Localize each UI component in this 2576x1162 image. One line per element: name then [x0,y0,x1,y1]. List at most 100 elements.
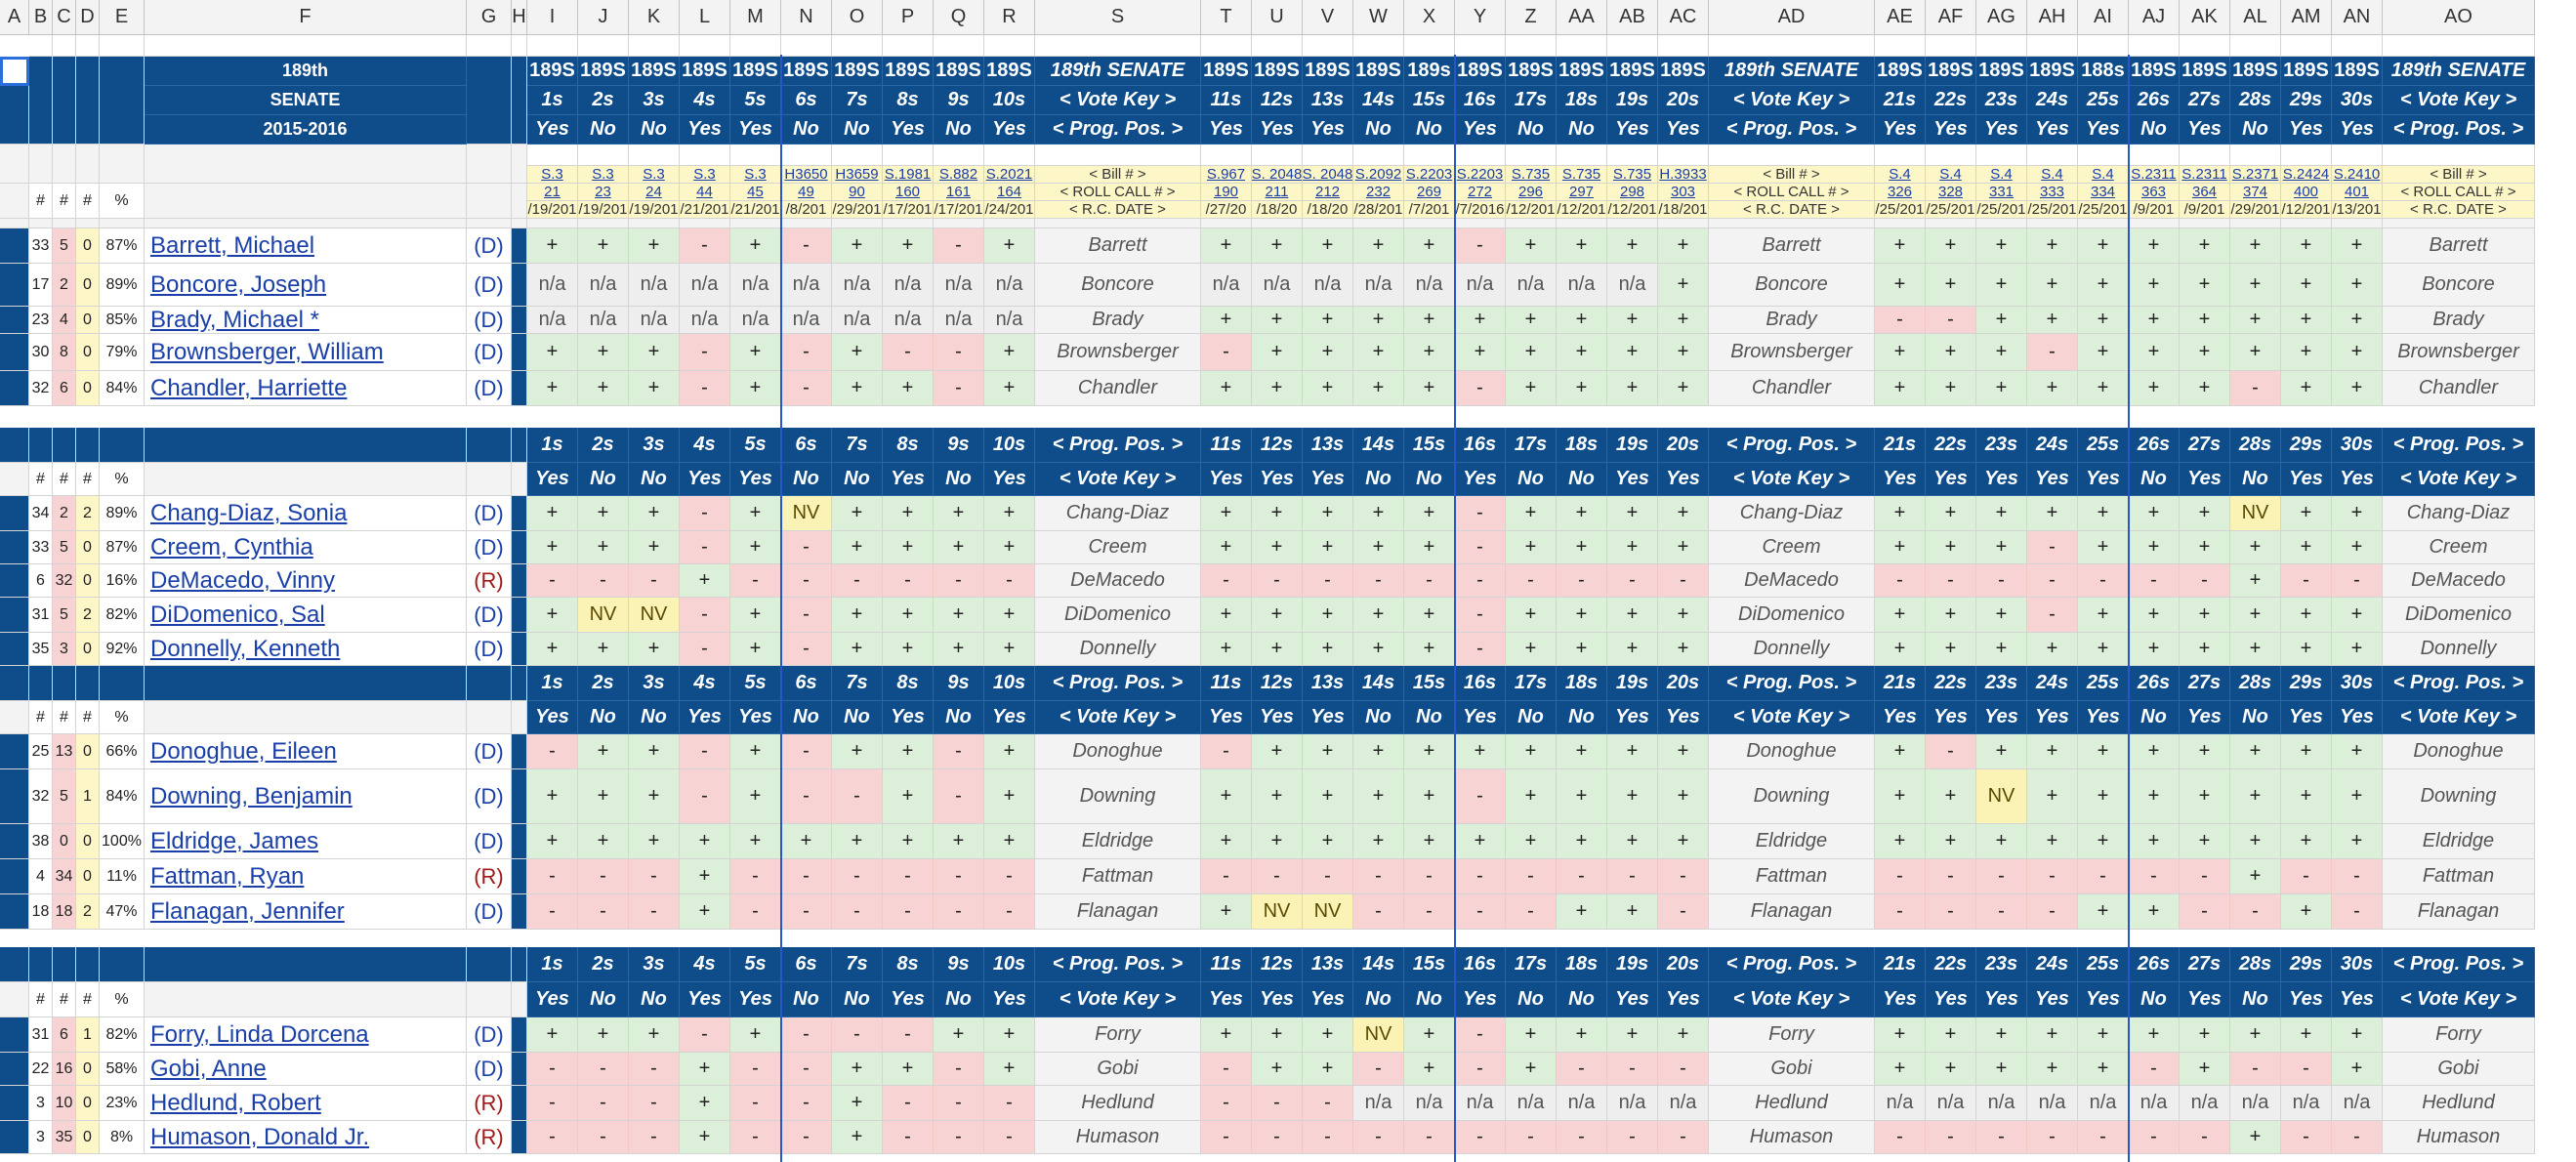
vote-cell[interactable]: + [984,531,1035,564]
legislator-name-link[interactable]: Boncore, Joseph [145,264,467,307]
vote-cell[interactable]: + [2078,1017,2129,1053]
vote-cell[interactable]: + [1607,307,1658,334]
roll-call-link[interactable]: 328 [1926,184,1976,201]
bill-link[interactable]: S.4 [1875,166,1926,184]
vote-cell[interactable]: + [2230,531,2281,564]
vote-cell[interactable]: - [680,1017,730,1053]
vote-cell[interactable]: + [2332,598,2383,633]
vote-cell[interactable]: + [984,1053,1035,1086]
column-header-t[interactable]: T [1201,0,1252,35]
vote-cell[interactable]: NV [629,598,680,633]
vote-cell[interactable]: - [1303,859,1353,894]
roll-call-link[interactable]: 334 [2078,184,2129,201]
vote-cell[interactable]: + [629,824,680,859]
vote-cell[interactable]: + [2332,734,2383,769]
vote-cell[interactable]: - [1455,564,1506,598]
vote-cell[interactable]: + [1252,496,1303,531]
vote-cell[interactable]: + [527,228,578,264]
bill-link[interactable]: S.2203 [1404,166,1455,184]
vote-cell[interactable]: n/a [2078,1086,2129,1121]
roll-call-link[interactable]: 190 [1201,184,1252,201]
vote-cell[interactable]: n/a [2180,1086,2230,1121]
bill-link[interactable]: S.4 [1926,166,1976,184]
vote-cell[interactable]: NV [578,598,629,633]
legislator-name-link[interactable]: Humason, Donald Jr. [145,1121,467,1154]
vote-cell[interactable]: - [883,894,934,930]
vote-cell[interactable]: + [1353,598,1404,633]
vote-cell[interactable]: + [680,859,730,894]
vote-cell[interactable]: + [1607,734,1658,769]
vote-cell[interactable]: - [1875,894,1926,930]
roll-call-link[interactable]: 303 [1658,184,1709,201]
vote-cell[interactable]: + [629,769,680,824]
vote-cell[interactable]: + [1875,531,1926,564]
vote-cell[interactable]: + [1252,1017,1303,1053]
vote-cell[interactable]: - [984,859,1035,894]
vote-cell[interactable]: + [1506,371,1557,406]
vote-cell[interactable]: - [1455,1017,1506,1053]
vote-cell[interactable]: + [680,894,730,930]
vote-cell[interactable]: + [832,371,883,406]
bill-link[interactable]: S.882 [934,166,984,184]
vote-cell[interactable]: + [883,633,934,666]
vote-cell[interactable]: + [1303,531,1353,564]
vote-cell[interactable]: + [629,334,680,371]
vote-cell[interactable]: + [934,496,984,531]
vote-cell[interactable]: + [1201,824,1252,859]
bill-link[interactable]: H3659 [832,166,883,184]
vote-cell[interactable]: + [2180,1053,2230,1086]
legislator-name-link[interactable]: Forry, Linda Dorcena [145,1017,467,1053]
vote-cell[interactable]: + [1201,371,1252,406]
vote-cell[interactable]: + [2180,598,2230,633]
vote-cell[interactable]: + [2281,598,2332,633]
vote-cell[interactable]: n/a [629,307,680,334]
vote-cell[interactable]: + [1506,734,1557,769]
vote-cell[interactable]: + [2027,496,2078,531]
vote-cell[interactable]: - [781,371,832,406]
bill-link[interactable]: H3650 [781,166,832,184]
vote-cell[interactable]: + [1658,496,1709,531]
vote-cell[interactable]: + [1557,734,1607,769]
vote-cell[interactable]: + [832,1053,883,1086]
vote-cell[interactable]: + [578,824,629,859]
vote-cell[interactable]: - [629,1121,680,1154]
vote-cell[interactable]: - [1353,564,1404,598]
column-header-v[interactable]: V [1303,0,1353,35]
vote-cell[interactable]: + [1252,1053,1303,1086]
vote-cell[interactable]: + [1353,531,1404,564]
vote-cell[interactable]: - [1976,1121,2027,1154]
vote-cell[interactable]: + [1658,334,1709,371]
vote-cell[interactable]: + [1926,1017,1976,1053]
vote-cell[interactable]: - [1455,859,1506,894]
vote-cell[interactable]: - [1455,1053,1506,1086]
column-header-ac[interactable]: AC [1658,0,1709,35]
vote-cell[interactable]: - [781,894,832,930]
vote-cell[interactable]: - [781,1017,832,1053]
vote-cell[interactable]: - [2230,894,2281,930]
vote-cell[interactable]: + [2230,859,2281,894]
vote-cell[interactable]: + [527,531,578,564]
roll-call-link[interactable]: 161 [934,184,984,201]
bill-link[interactable]: S.3 [527,166,578,184]
vote-cell[interactable]: + [2230,824,2281,859]
vote-cell[interactable]: n/a [1875,1086,1926,1121]
vote-cell[interactable]: n/a [1252,264,1303,307]
column-header-am[interactable]: AM [2281,0,2332,35]
vote-cell[interactable]: - [680,531,730,564]
legislator-name-link[interactable]: Barrett, Michael [145,228,467,264]
vote-cell[interactable]: - [1926,1121,1976,1154]
vote-cell[interactable]: + [1607,769,1658,824]
vote-cell[interactable]: + [2332,307,2383,334]
vote-cell[interactable]: + [1976,371,2027,406]
vote-cell[interactable]: - [527,1086,578,1121]
vote-cell[interactable]: - [883,564,934,598]
vote-cell[interactable]: + [527,371,578,406]
bill-link[interactable]: S.2371 [2230,166,2281,184]
legislator-name-link[interactable]: Flanagan, Jennifer [145,894,467,930]
vote-cell[interactable]: + [629,531,680,564]
vote-cell[interactable]: + [680,564,730,598]
vote-cell[interactable]: - [1557,859,1607,894]
vote-cell[interactable]: + [578,734,629,769]
vote-cell[interactable]: + [2230,769,2281,824]
vote-cell[interactable]: - [2129,1053,2180,1086]
